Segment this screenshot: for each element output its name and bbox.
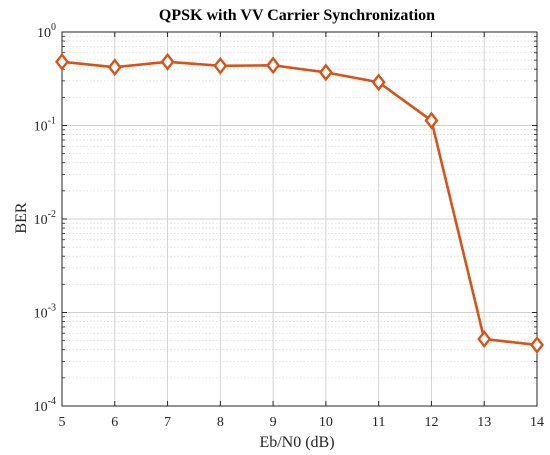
data-point-marker xyxy=(213,56,228,75)
y-tick-exponent: -3 xyxy=(48,303,56,314)
y-tick-exponent: -2 xyxy=(48,209,56,220)
data-point-marker xyxy=(55,52,69,71)
x-tick-label: 7 xyxy=(164,415,171,430)
chart-title: QPSK with VV Carrier Synchronization xyxy=(159,7,435,24)
data-point-marker xyxy=(424,111,439,130)
y-tick-label: 100 xyxy=(37,22,56,41)
x-tick-labels: 5 6 7 8 9 10 11 12 13 14 xyxy=(59,415,545,430)
y-tick-exponent: -4 xyxy=(48,396,56,407)
series-line xyxy=(61,60,538,347)
axis-ticks xyxy=(61,31,538,407)
x-tick-label: 8 xyxy=(217,415,224,430)
y-tick-label: 10-4 xyxy=(34,396,56,415)
y-tick-base: 10 xyxy=(37,26,51,41)
data-point-marker xyxy=(318,63,333,82)
data-point-marker xyxy=(477,330,492,349)
x-tick-label: 9 xyxy=(270,415,277,430)
series-layer xyxy=(55,52,544,354)
y-tick-base: 10 xyxy=(34,307,48,322)
x-tick-label: 12 xyxy=(424,415,438,430)
y-tick-label: 10-1 xyxy=(34,116,56,135)
data-point-marker xyxy=(266,56,281,75)
y-tick-base: 10 xyxy=(34,400,48,415)
y-tick-base: 10 xyxy=(34,213,48,228)
y-axis-title: BER xyxy=(13,202,30,233)
data-point-marker xyxy=(107,58,122,77)
x-tick-label: 10 xyxy=(319,415,333,430)
x-tick-label: 14 xyxy=(530,415,544,430)
x-tick-label: 5 xyxy=(59,415,66,430)
minor-grid xyxy=(62,35,537,379)
x-axis-title: Eb/N0 (dB) xyxy=(259,434,334,451)
y-tick-label: 10-3 xyxy=(34,303,56,322)
y-tick-label: 10-2 xyxy=(34,209,56,228)
x-tick-label: 6 xyxy=(111,415,118,430)
data-point-marker xyxy=(160,52,175,71)
data-point-marker xyxy=(371,73,386,92)
x-tick-label: 13 xyxy=(477,415,491,430)
y-tick-exponent: -1 xyxy=(48,116,56,127)
y-tick-exponent: 0 xyxy=(51,22,56,33)
data-point-marker xyxy=(530,335,544,354)
x-tick-label: 11 xyxy=(372,415,385,430)
y-tick-base: 10 xyxy=(34,120,48,135)
